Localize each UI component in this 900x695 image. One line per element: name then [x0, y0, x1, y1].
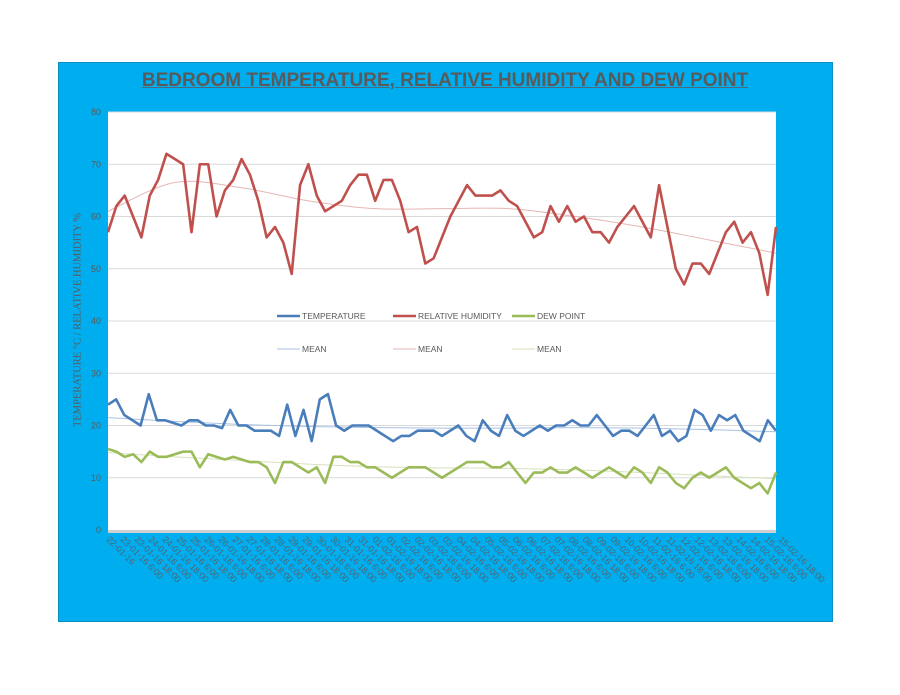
- chart-title: BEDROOM TEMPERATURE, RELATIVE HUMIDITY A…: [141, 70, 749, 91]
- y-tick-label: 30: [91, 368, 101, 378]
- y-tick-label: 70: [91, 159, 101, 169]
- legend: TEMPERATURE RELATIVE HUMIDITY DEW POINT MEA…: [277, 311, 585, 354]
- y-tick-label: 40: [91, 316, 101, 326]
- y-tick-label: 0: [96, 525, 101, 535]
- series-line-dew-point: [107, 447, 778, 495]
- y-tick-label: 50: [91, 264, 101, 274]
- legend-label: TEMPERATURE: [302, 311, 366, 321]
- y-tick-label: 80: [91, 107, 101, 117]
- mean-line-mean: [107, 417, 777, 433]
- y-tick-label: 10: [91, 473, 101, 483]
- legend-label: MEAN: [537, 344, 562, 354]
- legend-label: RELATIVE HUMIDITY: [418, 311, 502, 321]
- legend-label: MEAN: [418, 344, 443, 354]
- y-tick-label: 60: [91, 212, 101, 222]
- legend-label: DEW POINT: [537, 311, 585, 321]
- series-line-relative-humidity: [106, 152, 778, 297]
- x-axis-line: [108, 530, 776, 533]
- mean-line-mean: [107, 180, 777, 254]
- y-tick-label: 20: [91, 421, 101, 431]
- legend-label: MEAN: [302, 344, 327, 354]
- series-line-temperature: [107, 392, 778, 443]
